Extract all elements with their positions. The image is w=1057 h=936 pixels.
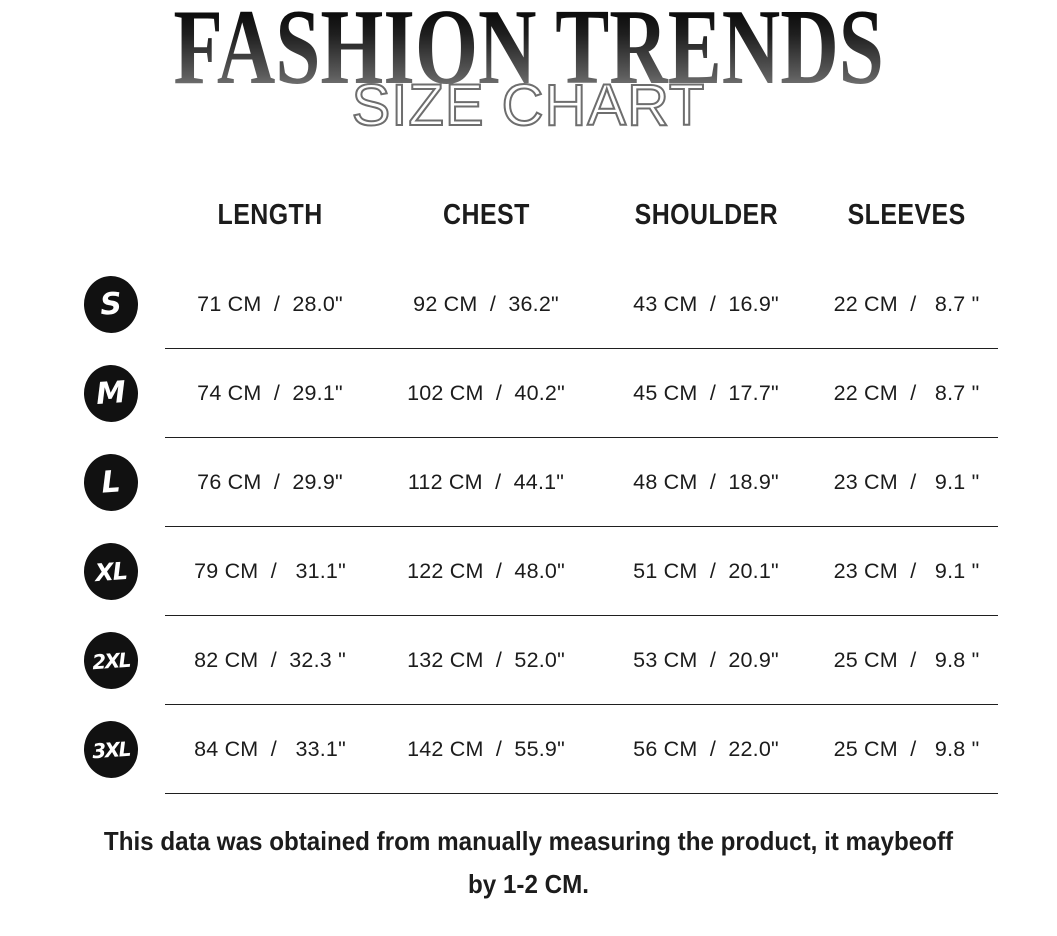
- size-badge-label: S: [98, 285, 123, 323]
- measurement-disclaimer: This data was obtained from manually mea…: [0, 820, 1057, 906]
- cell-length: 79 CM / 31.1": [194, 558, 346, 583]
- cell-chest: 122 CM / 48.0": [407, 558, 565, 583]
- cell-sleeves: 25 CM / 9.8 ": [833, 647, 980, 672]
- column-header-sleeves: SLEEVES: [847, 198, 966, 231]
- size-badge-s: S: [82, 274, 140, 335]
- cell-shoulder: 45 CM / 17.7": [633, 380, 779, 405]
- brand-title: FASHION TRENDS: [0, 0, 1057, 107]
- table-header-row: LENGTH CHEST SHOULDER SLEEVES: [57, 180, 998, 250]
- cell-sleeves: 23 CM / 9.1 ": [833, 469, 980, 494]
- size-badge-label: XL: [94, 556, 128, 587]
- size-badge-label: M: [94, 374, 128, 412]
- cell-chest: 142 CM / 55.9": [407, 736, 565, 761]
- table-row-3xl: 3XL 84 CM / 33.1" 142 CM / 55.9" 56 CM /…: [57, 705, 998, 794]
- table-row-xl: XL 79 CM / 31.1" 122 CM / 48.0" 51 CM / …: [57, 527, 998, 616]
- size-badge-l: L: [82, 452, 140, 513]
- column-header-chest: CHEST: [442, 198, 530, 231]
- size-table: LENGTH CHEST SHOULDER SLEEVES S 71 CM / …: [57, 180, 998, 794]
- column-header-shoulder: SHOULDER: [634, 198, 778, 231]
- size-badge-label: 2XL: [91, 647, 131, 674]
- table-row-s: S 71 CM / 28.0" 92 CM / 36.2" 43 CM / 16…: [57, 260, 998, 349]
- header: FASHION TRENDS SIZE CHART: [0, 0, 1057, 160]
- cell-length: 84 CM / 33.1": [194, 736, 346, 761]
- cell-chest: 92 CM / 36.2": [413, 291, 559, 316]
- cell-length: 74 CM / 29.1": [197, 380, 343, 405]
- size-badge-label: L: [100, 463, 122, 501]
- cell-shoulder: 51 CM / 20.1": [633, 558, 779, 583]
- cell-sleeves: 23 CM / 9.1 ": [833, 558, 980, 583]
- size-badge-2xl: 2XL: [82, 630, 140, 691]
- cell-length: 71 CM / 28.0": [197, 291, 343, 316]
- cell-sleeves: 25 CM / 9.8 ": [833, 736, 980, 761]
- cell-chest: 102 CM / 40.2": [407, 380, 565, 405]
- size-badge-label: 3XL: [91, 736, 131, 763]
- size-badge-m: M: [82, 363, 140, 424]
- cell-chest: 112 CM / 44.1": [407, 469, 565, 494]
- size-badge-3xl: 3XL: [82, 719, 140, 780]
- size-chart-subtitle: SIZE CHART: [351, 72, 706, 139]
- disclaimer-line-1: This data was obtained from manually mea…: [103, 826, 954, 856]
- table-row-m: M 74 CM / 29.1" 102 CM / 40.2" 45 CM / 1…: [57, 349, 998, 438]
- table-row-2xl: 2XL 82 CM / 32.3 " 132 CM / 52.0" 53 CM …: [57, 616, 998, 705]
- brand-title-text: FASHION TRENDS: [173, 0, 883, 107]
- cell-shoulder: 53 CM / 20.9": [633, 647, 779, 672]
- cell-chest: 132 CM / 52.0": [407, 647, 565, 672]
- cell-shoulder: 43 CM / 16.9": [633, 291, 779, 316]
- cell-sleeves: 22 CM / 8.7 ": [833, 380, 980, 405]
- cell-length: 76 CM / 29.9": [197, 469, 343, 494]
- cell-length: 82 CM / 32.3 ": [194, 647, 346, 672]
- table-row-l: L 76 CM / 29.9" 112 CM / 44.1" 48 CM / 1…: [57, 438, 998, 527]
- cell-shoulder: 56 CM / 22.0": [633, 736, 779, 761]
- column-header-length: LENGTH: [217, 198, 323, 231]
- cell-shoulder: 48 CM / 18.9": [633, 469, 779, 494]
- disclaimer-line-2: by 1-2 CM.: [468, 869, 589, 899]
- size-badge-xl: XL: [82, 541, 140, 602]
- cell-sleeves: 22 CM / 8.7 ": [833, 291, 980, 316]
